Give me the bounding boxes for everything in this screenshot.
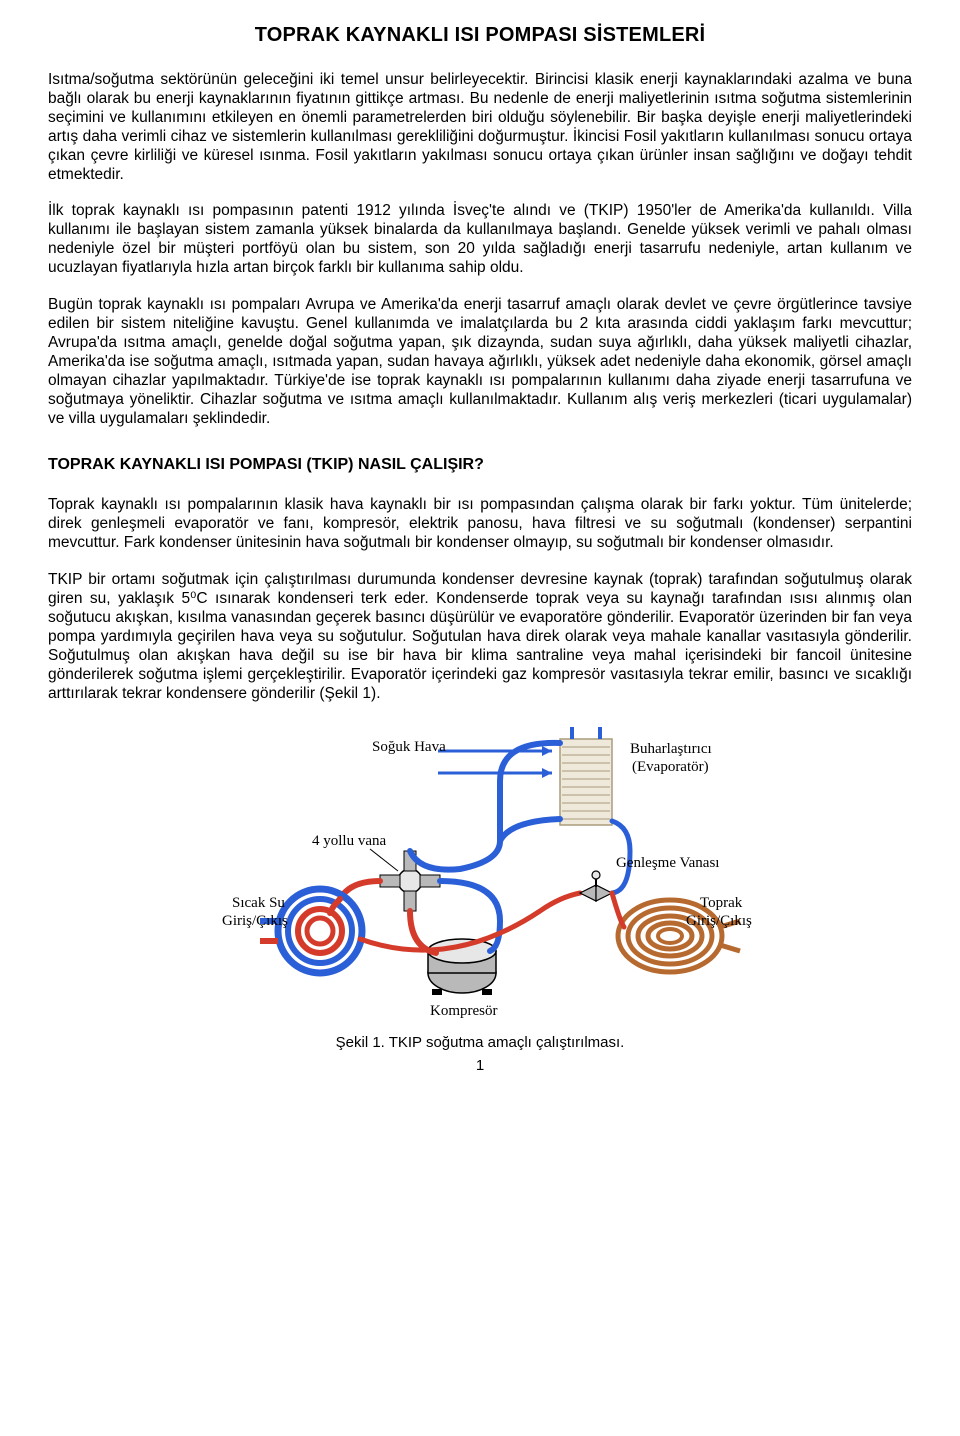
figure-1: Soğuk Hava 4 yollu vana Sıcak Su Giriş/Ç… <box>48 721 912 1074</box>
label-compressor: Kompresör <box>430 1003 498 1019</box>
page-number: 1 <box>48 1057 912 1074</box>
label-ground-2: Giriş/Çıkış <box>686 913 752 929</box>
paragraph-3: Bugün toprak kaynaklı ısı pompaları Avru… <box>48 296 912 428</box>
label-evaporator-2: (Evaporatör) <box>632 759 709 775</box>
label-hot-water-1: Sıcak Su <box>232 895 285 911</box>
label-evaporator-1: Buharlaştırıcı <box>630 741 712 757</box>
paragraph-4: Toprak kaynaklı ısı pompalarının klasik … <box>48 496 912 553</box>
paragraph-5: TKIP bir ortamı soğutmak için çalıştırıl… <box>48 571 912 703</box>
label-ground-1: Toprak <box>700 895 743 911</box>
page-title: TOPRAK KAYNAKLI ISI POMPASI SİSTEMLERİ <box>48 24 912 47</box>
label-hot-water-2: Giriş/Çıkış <box>222 913 288 929</box>
label-expansion: Genleşme Vanası <box>616 855 719 871</box>
heat-pump-diagram-icon: Soğuk Hava 4 yollu vana Sıcak Su Giriş/Ç… <box>200 721 760 1021</box>
label-four-way: 4 yollu vana <box>312 833 386 849</box>
evaporator-icon <box>560 727 612 825</box>
paragraph-1: Isıtma/soğutma sektörünün geleceğini iki… <box>48 71 912 184</box>
section-heading: TOPRAK KAYNAKLI ISI POMPASI (TKIP) NASIL… <box>48 456 912 474</box>
figure-caption: Şekil 1. TKIP soğutma amaçlı çalıştırılm… <box>48 1034 912 1051</box>
label-cold-air: Soğuk Hava <box>372 739 446 755</box>
paragraph-2: İlk toprak kaynaklı ısı pompasının paten… <box>48 202 912 278</box>
